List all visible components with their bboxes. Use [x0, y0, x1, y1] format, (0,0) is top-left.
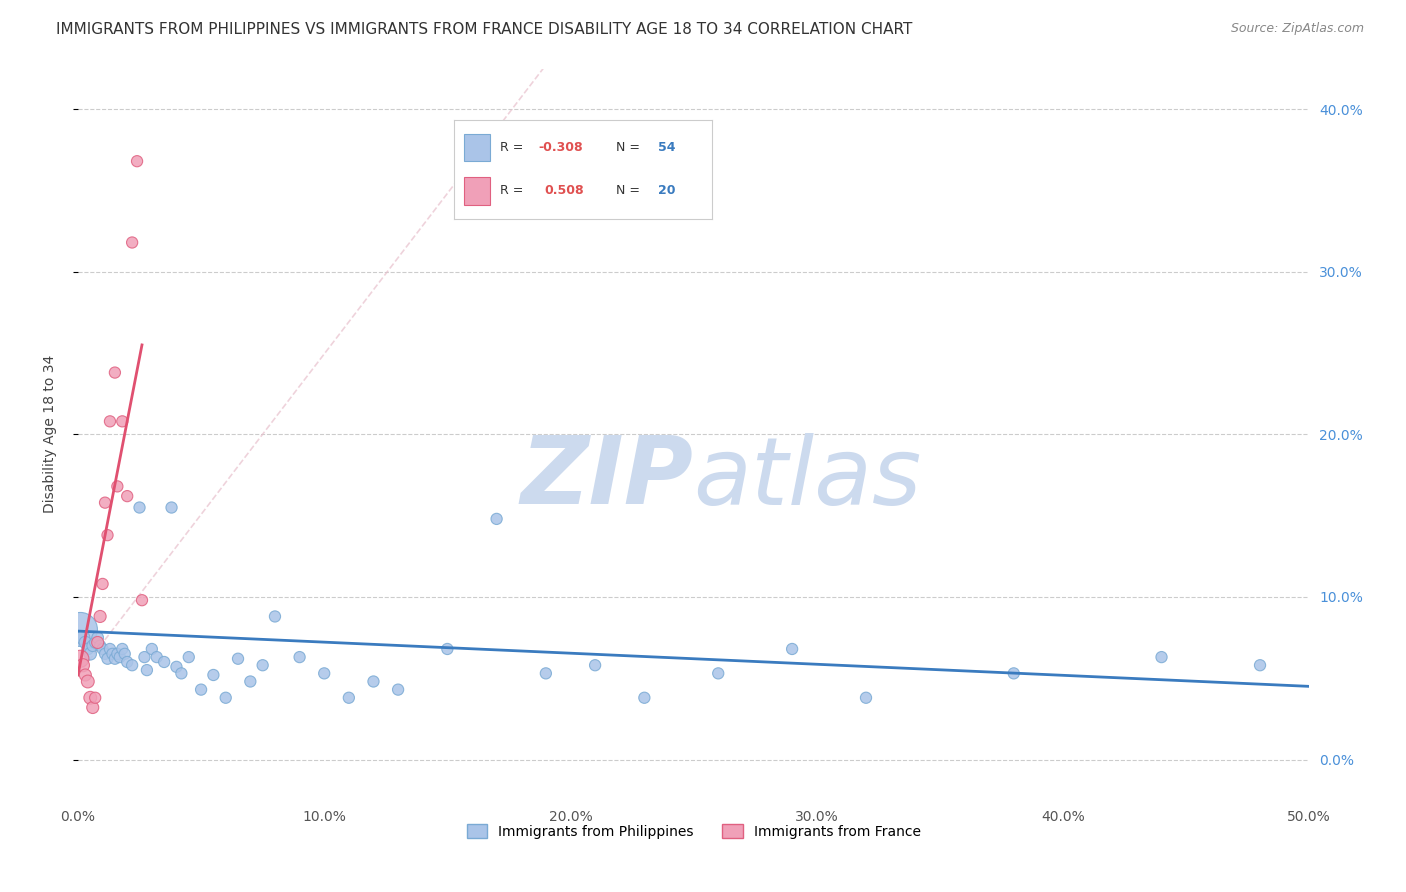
Point	[111, 642, 134, 657]
Point	[128, 500, 150, 515]
Point	[86, 635, 108, 649]
Point	[84, 635, 107, 649]
Point	[111, 414, 134, 428]
Point	[86, 631, 108, 645]
Point	[76, 674, 98, 689]
Point	[134, 650, 156, 665]
Point	[79, 690, 101, 705]
Point	[707, 666, 730, 681]
Point	[131, 593, 153, 607]
Point	[104, 651, 127, 665]
Point	[105, 647, 128, 661]
Point	[82, 639, 104, 653]
Point	[1150, 650, 1173, 665]
Point	[76, 642, 98, 657]
Point	[145, 650, 167, 665]
Point	[96, 651, 118, 665]
Point	[190, 682, 212, 697]
Point	[226, 651, 249, 665]
Point	[69, 623, 91, 637]
Point	[94, 495, 117, 509]
Point	[314, 666, 336, 681]
Point	[485, 512, 508, 526]
Point	[84, 690, 107, 705]
Point	[387, 682, 409, 697]
Point	[583, 658, 606, 673]
Point	[264, 609, 287, 624]
Point	[855, 690, 877, 705]
Text: ZIP: ZIP	[520, 433, 693, 524]
Point	[125, 154, 148, 169]
Point	[89, 639, 111, 653]
Point	[75, 635, 97, 649]
Point	[115, 655, 138, 669]
Point	[69, 651, 91, 665]
Point	[121, 235, 143, 250]
Point	[160, 500, 183, 515]
Point	[98, 414, 121, 428]
Text: Source: ZipAtlas.com: Source: ZipAtlas.com	[1230, 22, 1364, 36]
Point	[780, 642, 803, 657]
Point	[96, 528, 118, 542]
Point	[141, 642, 163, 657]
Point	[534, 666, 557, 681]
Y-axis label: Disability Age 18 to 34: Disability Age 18 to 34	[44, 355, 58, 514]
Point	[104, 366, 127, 380]
Point	[91, 642, 114, 657]
Text: atlas: atlas	[693, 433, 922, 524]
Point	[115, 489, 138, 503]
Point	[337, 690, 360, 705]
Point	[91, 577, 114, 591]
Point	[1002, 666, 1025, 681]
Point	[153, 655, 176, 669]
Point	[166, 660, 188, 674]
Point	[105, 479, 128, 493]
Point	[121, 658, 143, 673]
Point	[72, 658, 94, 673]
Point	[363, 674, 385, 689]
Point	[170, 666, 193, 681]
Point	[239, 674, 262, 689]
Point	[288, 650, 311, 665]
Point	[436, 642, 458, 657]
Point	[1249, 658, 1271, 673]
Point	[215, 690, 238, 705]
Point	[79, 647, 101, 661]
Point	[633, 690, 655, 705]
Point	[72, 631, 94, 645]
Point	[108, 650, 131, 665]
Point	[98, 642, 121, 657]
Point	[82, 700, 104, 714]
Point	[135, 663, 157, 677]
Point	[252, 658, 274, 673]
Point	[75, 668, 97, 682]
Text: IMMIGRANTS FROM PHILIPPINES VS IMMIGRANTS FROM FRANCE DISABILITY AGE 18 TO 34 CO: IMMIGRANTS FROM PHILIPPINES VS IMMIGRANT…	[56, 22, 912, 37]
Point	[94, 647, 117, 661]
Legend: Immigrants from Philippines, Immigrants from France: Immigrants from Philippines, Immigrants …	[461, 819, 927, 845]
Point	[177, 650, 200, 665]
Point	[202, 668, 225, 682]
Point	[101, 647, 124, 661]
Point	[114, 647, 136, 661]
Point	[89, 609, 111, 624]
